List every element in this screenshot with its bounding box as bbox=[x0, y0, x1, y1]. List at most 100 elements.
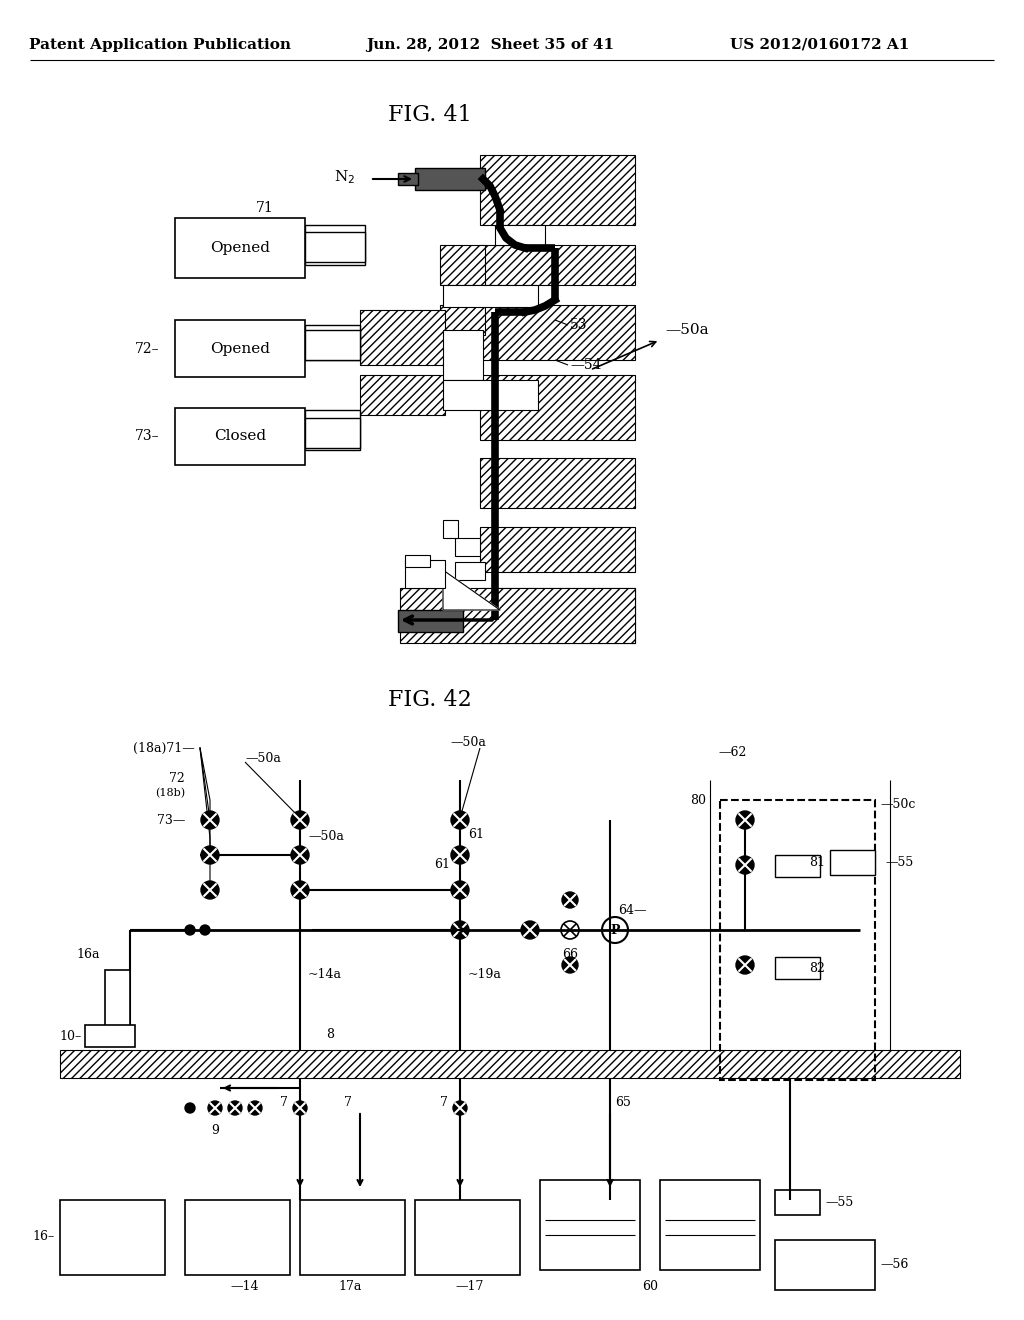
Text: 66: 66 bbox=[562, 949, 578, 961]
Text: —56: —56 bbox=[880, 1258, 908, 1271]
Text: 7: 7 bbox=[344, 1097, 352, 1110]
Text: 53: 53 bbox=[570, 318, 588, 333]
Text: 64—: 64— bbox=[618, 903, 646, 916]
Text: Jun. 28, 2012  Sheet 35 of 41: Jun. 28, 2012 Sheet 35 of 41 bbox=[366, 38, 614, 51]
Circle shape bbox=[200, 925, 210, 935]
Text: —50c: —50c bbox=[880, 799, 915, 812]
Circle shape bbox=[451, 921, 469, 939]
Bar bbox=[495, 224, 545, 246]
Bar bbox=[305, 330, 360, 360]
Circle shape bbox=[291, 880, 309, 899]
Bar bbox=[398, 610, 463, 632]
Text: US 2012/0160172 A1: US 2012/0160172 A1 bbox=[730, 38, 909, 51]
Bar bbox=[775, 1239, 874, 1290]
Bar bbox=[480, 154, 635, 224]
Bar bbox=[105, 970, 130, 1035]
Bar bbox=[360, 310, 445, 366]
Bar bbox=[60, 1200, 165, 1275]
Circle shape bbox=[208, 1101, 222, 1115]
Text: 7: 7 bbox=[281, 1097, 288, 1110]
Text: Opened: Opened bbox=[210, 342, 270, 356]
Text: FIG. 41: FIG. 41 bbox=[388, 104, 472, 125]
Text: 7: 7 bbox=[440, 1097, 449, 1110]
Bar bbox=[305, 411, 360, 450]
Bar bbox=[480, 527, 635, 572]
Text: Patent Application Publication: Patent Application Publication bbox=[29, 38, 291, 51]
Text: 16–: 16– bbox=[33, 1230, 55, 1243]
Text: 72: 72 bbox=[169, 771, 185, 784]
Text: Opened: Opened bbox=[210, 242, 270, 255]
Bar bbox=[305, 325, 360, 360]
Text: 17a: 17a bbox=[338, 1280, 361, 1294]
Bar bbox=[85, 1026, 135, 1047]
Circle shape bbox=[291, 810, 309, 829]
Bar bbox=[300, 1200, 406, 1275]
Text: —50a: —50a bbox=[450, 737, 485, 750]
Bar bbox=[443, 330, 483, 380]
Bar bbox=[480, 375, 635, 440]
Bar bbox=[480, 305, 635, 360]
Circle shape bbox=[453, 1101, 467, 1115]
Bar bbox=[415, 1200, 520, 1275]
Circle shape bbox=[185, 1104, 195, 1113]
Text: 61: 61 bbox=[434, 858, 450, 871]
Bar bbox=[775, 855, 820, 876]
Circle shape bbox=[201, 810, 219, 829]
Circle shape bbox=[201, 846, 219, 865]
Text: —55: —55 bbox=[825, 1196, 853, 1209]
Bar bbox=[415, 168, 485, 190]
Bar bbox=[175, 218, 305, 279]
Circle shape bbox=[736, 956, 754, 974]
Bar bbox=[305, 224, 365, 265]
Text: (18a)71—: (18a)71— bbox=[133, 742, 195, 755]
Bar bbox=[455, 539, 480, 556]
Bar bbox=[305, 232, 365, 261]
Text: 8: 8 bbox=[326, 1028, 334, 1041]
Circle shape bbox=[185, 925, 195, 935]
Text: 82: 82 bbox=[809, 961, 825, 974]
Text: 73—: 73— bbox=[157, 813, 185, 826]
Circle shape bbox=[248, 1101, 262, 1115]
Text: 72–: 72– bbox=[135, 342, 160, 356]
Bar bbox=[480, 587, 635, 643]
Bar bbox=[440, 246, 485, 285]
Text: 60: 60 bbox=[642, 1280, 658, 1294]
Bar bbox=[455, 562, 485, 579]
Circle shape bbox=[451, 880, 469, 899]
Circle shape bbox=[451, 846, 469, 865]
Circle shape bbox=[291, 846, 309, 865]
Text: —55: —55 bbox=[885, 857, 913, 870]
Text: —14: —14 bbox=[230, 1280, 259, 1294]
Circle shape bbox=[521, 921, 539, 939]
Text: 73–: 73– bbox=[135, 429, 160, 444]
Bar bbox=[775, 1191, 820, 1214]
Bar bbox=[443, 520, 458, 539]
Text: —50a: —50a bbox=[665, 323, 709, 337]
Text: Closed: Closed bbox=[214, 429, 266, 444]
Text: FIG. 42: FIG. 42 bbox=[388, 689, 472, 711]
Bar bbox=[440, 305, 485, 335]
Text: 65: 65 bbox=[615, 1097, 631, 1110]
Bar bbox=[443, 285, 538, 308]
Circle shape bbox=[293, 1101, 307, 1115]
Bar bbox=[540, 1180, 640, 1270]
Text: 9: 9 bbox=[211, 1123, 219, 1137]
Text: 71: 71 bbox=[256, 201, 273, 215]
Circle shape bbox=[562, 892, 578, 908]
Bar bbox=[185, 1200, 290, 1275]
Bar bbox=[480, 458, 635, 508]
Bar bbox=[400, 587, 635, 643]
Circle shape bbox=[201, 880, 219, 899]
Text: ~14a: ~14a bbox=[308, 969, 342, 982]
Bar bbox=[443, 380, 538, 411]
Bar bbox=[406, 560, 445, 587]
Text: 16a: 16a bbox=[77, 949, 100, 961]
Text: P: P bbox=[610, 924, 620, 936]
Bar bbox=[360, 375, 445, 414]
Text: 61: 61 bbox=[468, 829, 484, 842]
Text: 81: 81 bbox=[809, 857, 825, 870]
Text: —50a: —50a bbox=[245, 751, 281, 764]
Bar bbox=[720, 800, 874, 1080]
Bar bbox=[175, 319, 305, 378]
Circle shape bbox=[562, 957, 578, 973]
